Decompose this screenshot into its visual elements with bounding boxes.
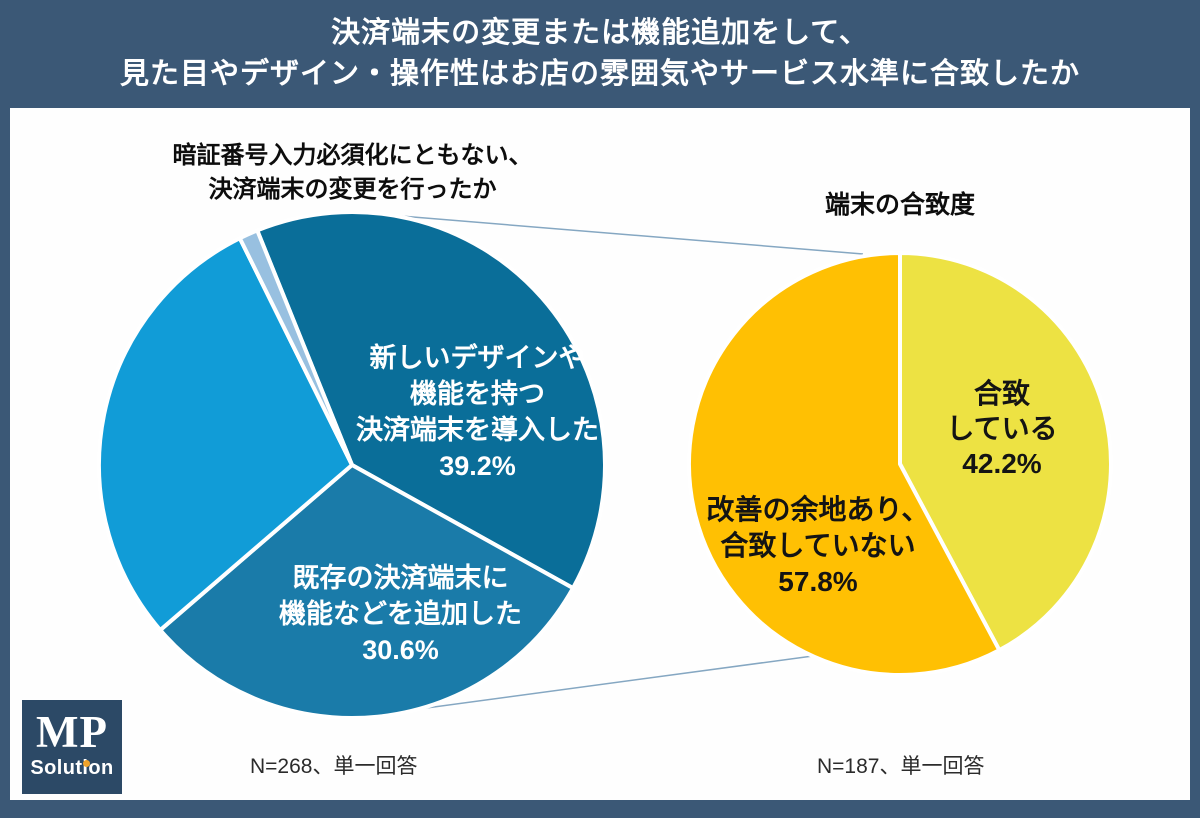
right-slice1-label: 合致 している 42.2%	[902, 376, 1102, 481]
left-slice1-label-line3: 決済端末を導入した	[356, 415, 599, 445]
logo-mp-text: MP	[36, 707, 108, 757]
page-title-line2: 見た目やデザイン・操作性はお店の雰囲気やサービス水準に合致したか	[119, 58, 1080, 90]
right-slice1-label-line1: 合致	[973, 378, 1030, 409]
left-slice1-label: 新しいデザインや 機能を持つ 決済端末を導入した 39.2%	[330, 340, 625, 484]
left-slice2-label-line2: 機能などを追加した	[279, 599, 522, 629]
logo-i-dot	[83, 760, 90, 767]
right-slice1-label-line2: している	[946, 413, 1058, 444]
left-slice1-value: 39.2%	[439, 451, 516, 481]
left-chart-title: 暗証番号入力必須化にともない、 決済端末の変更を行ったか	[160, 139, 545, 207]
right-slice2-label: 改善の余地あり、 合致していない 57.8%	[668, 492, 968, 600]
right-sample-size-note: N=187、単一回答	[817, 755, 985, 778]
right-chart-title: 端末の合致度	[824, 191, 975, 219]
right-slice2-value: 57.8%	[778, 566, 858, 597]
left-chart-title-line2: 決済端末の変更を行ったか	[208, 176, 497, 203]
page-title: 決済端末の変更または機能追加をして、 見た目やデザイン・操作性はお店の雰囲気やサ…	[0, 0, 1200, 108]
left-sample-size-note: N=268、単一回答	[250, 755, 418, 778]
logo-solution-text: Solution	[30, 757, 114, 779]
right-slice1-value: 42.2%	[962, 448, 1042, 479]
left-slice2-label: 既存の決済端末に 機能などを追加した 30.6%	[253, 560, 548, 668]
mp-solution-logo: MP Solution	[22, 700, 122, 794]
left-slice1-label-line1: 新しいデザインや	[369, 343, 586, 373]
left-slice2-label-line1: 既存の決済端末に	[292, 563, 509, 593]
left-slice1-label-line2: 機能を持つ	[410, 379, 545, 409]
left-chart-title-line1: 暗証番号入力必須化にともない、	[172, 142, 533, 169]
right-slice2-label-line1: 改善の余地あり、	[706, 494, 930, 525]
right-slice2-label-line2: 合致していない	[720, 530, 916, 561]
left-slice2-value: 30.6%	[362, 635, 439, 665]
page-title-line1: 決済端末の変更または機能追加をして、	[331, 17, 869, 49]
